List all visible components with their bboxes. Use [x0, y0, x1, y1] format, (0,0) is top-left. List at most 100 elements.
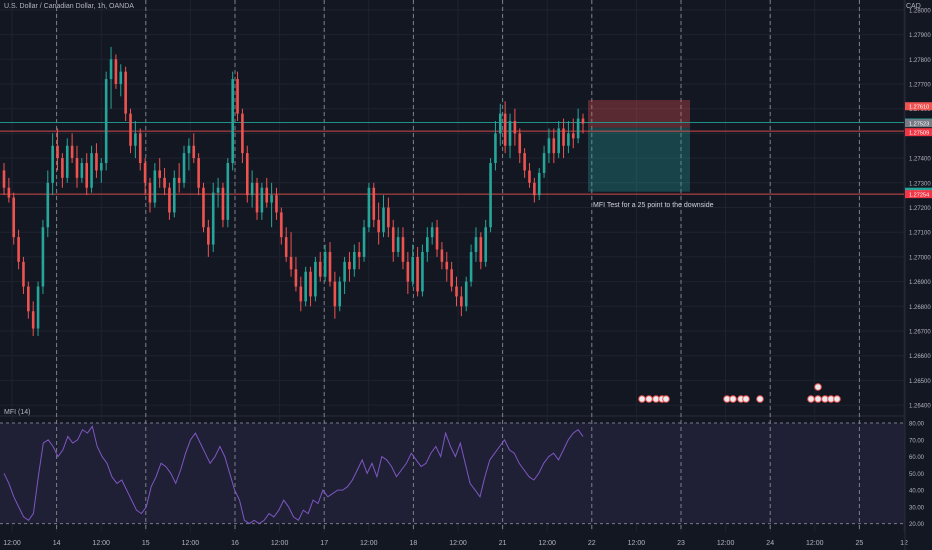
- event-marker-icon: [807, 395, 815, 403]
- price-label-text: 1.27254: [909, 192, 929, 198]
- candle-body: [182, 153, 186, 183]
- candle-body: [445, 261, 449, 270]
- take-profit-zone: [588, 127, 690, 192]
- candle-body: [177, 177, 181, 183]
- currency-label: CAD: [906, 3, 921, 10]
- chart-title: U.S. Dollar / Canadian Dollar, 1h, OANDA: [4, 3, 134, 10]
- candle-body: [576, 118, 580, 139]
- mfi-tick-label: 70.00: [909, 438, 925, 444]
- time-tick-label: 25: [856, 540, 864, 547]
- candle-body: [207, 227, 210, 245]
- time-tick-label: 12:00: [628, 540, 646, 547]
- candle-body: [138, 133, 142, 164]
- candle-body: [323, 251, 327, 277]
- candle-body: [187, 145, 191, 154]
- candle-body: [211, 192, 215, 245]
- price-tick-label: 1.26900: [909, 280, 931, 286]
- candle-body: [65, 145, 69, 178]
- price-tick-label: 1.28000: [909, 8, 931, 14]
- candle-body: [31, 311, 35, 329]
- time-tick-label: 21: [499, 540, 507, 547]
- time-tick-label: 24: [766, 540, 774, 547]
- candle-body: [51, 145, 54, 183]
- candle-body: [17, 237, 20, 262]
- candle-body: [265, 187, 269, 203]
- price-tick-label: 1.27000: [909, 255, 931, 261]
- candle-body: [450, 269, 453, 287]
- time-tick-label: 14: [53, 540, 61, 547]
- candle-body: [85, 163, 89, 188]
- candle-body: [70, 145, 74, 159]
- candle-body: [455, 286, 458, 297]
- mfi-tick-label: 20.00: [909, 522, 925, 528]
- candle-body: [75, 158, 79, 178]
- candle-body: [460, 296, 463, 307]
- candle-body: [90, 153, 93, 188]
- price-tick-label: 1.27200: [909, 206, 931, 212]
- mfi-tick-label: 50.00: [909, 472, 925, 478]
- time-tick-label: 12:00: [3, 540, 21, 547]
- time-tick-label: 16: [231, 540, 239, 547]
- candle-body: [523, 153, 526, 171]
- candle-body: [104, 79, 108, 164]
- candle-body: [56, 145, 59, 159]
- candle-body: [464, 281, 468, 307]
- candle-body: [518, 133, 522, 154]
- time-tick-label: 18: [410, 540, 418, 547]
- time-tick-label: 12:00: [92, 540, 110, 547]
- candle-body: [27, 286, 30, 312]
- time-tick-label: 15: [142, 540, 150, 547]
- candle-body: [7, 187, 11, 198]
- candle-body: [474, 237, 478, 252]
- candle-body: [192, 145, 196, 159]
- candle-body: [294, 269, 298, 287]
- candle-body: [571, 133, 575, 139]
- candle-body: [168, 187, 171, 213]
- price-tick-label: 1.27300: [909, 181, 931, 187]
- candle-body: [216, 187, 220, 193]
- candle-body: [221, 187, 225, 220]
- candle-body: [479, 237, 483, 262]
- time-tick-label: 12:00: [182, 540, 200, 547]
- time-tick-label: 12:00: [271, 540, 289, 547]
- time-tick-label: 12:00: [806, 540, 824, 547]
- mfi-tick-label: 80.00: [909, 422, 925, 428]
- candle-body: [411, 256, 415, 282]
- price-tick-label: 1.27800: [909, 58, 931, 64]
- mfi-indicator-label[interactable]: MFI (14): [4, 409, 31, 416]
- time-tick-label: 12:00: [717, 540, 735, 547]
- time-tick-label: 22: [588, 540, 596, 547]
- price-tick-label: 1.27100: [909, 231, 931, 237]
- trade-annotation[interactable]: MFI Test for a 25 point to the downside: [593, 202, 714, 209]
- price-tick-label: 1.27400: [909, 157, 931, 163]
- candle-body: [353, 251, 356, 270]
- candle-body: [372, 187, 376, 220]
- event-marker-icon: [814, 383, 822, 391]
- event-marker-icon: [742, 395, 750, 403]
- event-marker-icon: [756, 395, 764, 403]
- time-tick-label: 12:00: [360, 540, 378, 547]
- mfi-tick-label: 60.00: [909, 455, 925, 461]
- candle-body: [513, 121, 517, 134]
- candle-body: [304, 271, 307, 302]
- candle-body: [489, 163, 492, 228]
- candle-body: [280, 212, 283, 238]
- candle-body: [537, 172, 541, 196]
- candle-body: [557, 128, 560, 154]
- price-label-text: 1.27509: [909, 130, 929, 136]
- candle-body: [377, 219, 380, 233]
- time-tick-label: 12:00: [538, 540, 556, 547]
- candle-body: [275, 195, 278, 213]
- price-label-text: 1.27610: [909, 105, 929, 111]
- mfi-tick-label: 40.00: [909, 489, 925, 495]
- price-label-badge: [905, 190, 932, 199]
- candle-body: [421, 251, 424, 292]
- candle-body: [114, 59, 118, 84]
- candle-body: [382, 207, 385, 233]
- event-marker-icon: [833, 395, 841, 403]
- candle-body: [158, 170, 161, 178]
- candle-body: [61, 158, 64, 178]
- candle-body: [124, 71, 127, 114]
- candle-body: [129, 113, 132, 146]
